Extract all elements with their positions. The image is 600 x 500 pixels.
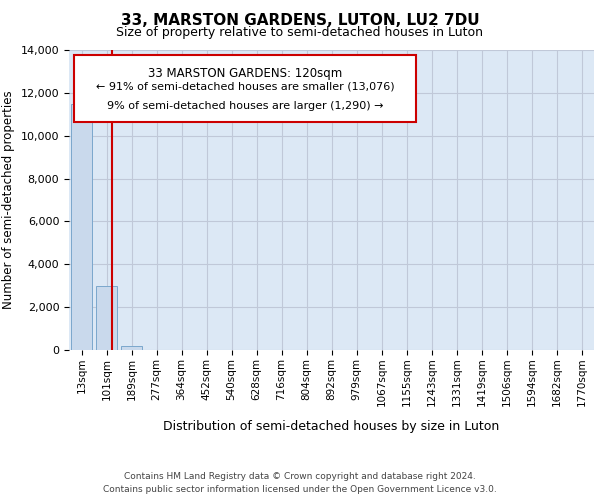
Text: Size of property relative to semi-detached houses in Luton: Size of property relative to semi-detach…: [116, 26, 484, 39]
Text: 9% of semi-detached houses are larger (1,290) →: 9% of semi-detached houses are larger (1…: [107, 101, 383, 111]
Text: 33 MARSTON GARDENS: 120sqm: 33 MARSTON GARDENS: 120sqm: [148, 66, 342, 80]
X-axis label: Distribution of semi-detached houses by size in Luton: Distribution of semi-detached houses by …: [163, 420, 500, 434]
Bar: [71, 104, 92, 350]
Bar: [96, 286, 117, 350]
Text: Contains HM Land Registry data © Crown copyright and database right 2024.
Contai: Contains HM Land Registry data © Crown c…: [103, 472, 497, 494]
Text: 33, MARSTON GARDENS, LUTON, LU2 7DU: 33, MARSTON GARDENS, LUTON, LU2 7DU: [121, 13, 479, 28]
Bar: [121, 346, 142, 350]
FancyBboxPatch shape: [74, 54, 415, 122]
Text: ← 91% of semi-detached houses are smaller (13,076): ← 91% of semi-detached houses are smalle…: [95, 82, 394, 92]
Y-axis label: Number of semi-detached properties: Number of semi-detached properties: [2, 90, 15, 310]
